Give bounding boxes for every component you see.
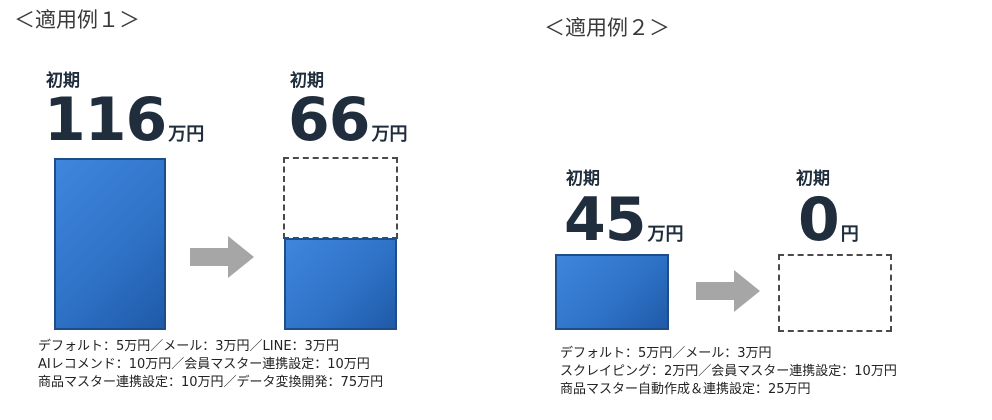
example2-after-amount-number: 0: [798, 185, 840, 255]
example1-before-amount-number: 116: [44, 85, 167, 155]
example1-before-amount: 116 万円: [44, 90, 204, 150]
example2-title: ＜適用例２＞: [544, 16, 670, 40]
example2-breakdown: デフォルト：5万円／メール：3万円 スクレイピング：2万円／会員マスター連携設定…: [560, 345, 897, 399]
example1-breakdown-line-1: デフォルト：5万円／メール：3万円／LINE：3万円: [38, 339, 339, 354]
example1-reduced-portion-outline: [283, 157, 398, 239]
example1-arrow-icon: [190, 236, 254, 278]
example1-before-amount-unit: 万円: [168, 124, 205, 145]
example1-after-bar: [284, 238, 397, 330]
example1-after-amount-number: 66: [288, 85, 370, 155]
example2-reduced-portion-outline: [778, 254, 892, 332]
example1-after-label: 初期: [290, 71, 324, 91]
example1-breakdown-line-2: AIレコメンド：10万円／会員マスター連携設定：10万円: [38, 357, 370, 372]
example2-before-amount-number: 45: [564, 185, 646, 255]
example2-before-bar: [555, 254, 669, 330]
example2-before-amount: 45 万円: [564, 190, 684, 250]
example1-title: ＜適用例１＞: [14, 8, 140, 32]
example1-after-amount: 66 万円: [288, 90, 408, 150]
example2-after-amount-unit: 円: [840, 224, 859, 245]
example2-before-amount-unit: 万円: [647, 224, 684, 245]
example1-arrow-icon-svg: [190, 236, 254, 278]
example1-before-bar: [54, 158, 166, 330]
example2-before-label: 初期: [566, 169, 600, 189]
example2-breakdown-line-2: スクレイピング：2万円／会員マスター連携設定：10万円: [560, 364, 897, 379]
example1-breakdown: デフォルト：5万円／メール：3万円／LINE：3万円 AIレコメンド：10万円／…: [38, 338, 383, 392]
example1-breakdown-line-3: 商品マスター連携設定：10万円／データ変換開発：75万円: [38, 375, 384, 390]
example2-after-label: 初期: [796, 169, 830, 189]
example1-after-amount-unit: 万円: [371, 124, 408, 145]
example2-arrow-icon-svg: [696, 270, 760, 312]
example2-breakdown-line-3: 商品マスター自動作成＆連携設定：25万円: [560, 382, 811, 397]
example2-arrow-icon: [696, 270, 760, 312]
example1-before-label: 初期: [46, 71, 80, 91]
example2-breakdown-line-1: デフォルト：5万円／メール：3万円: [560, 346, 772, 361]
